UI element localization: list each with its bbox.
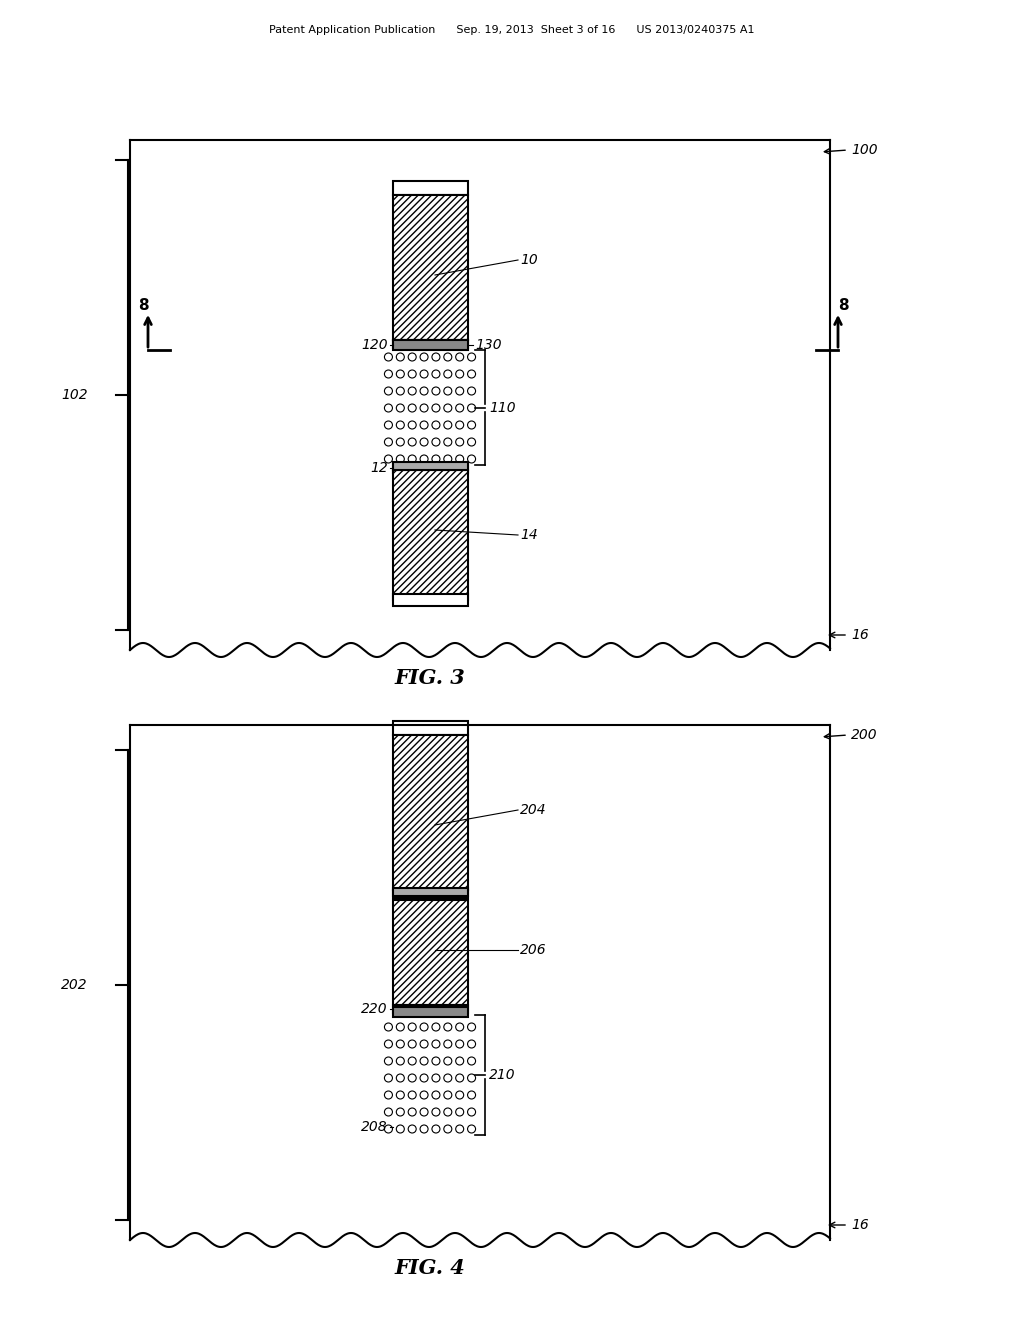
Bar — [393, 1005, 468, 1012]
Bar — [393, 721, 468, 735]
Bar — [393, 341, 468, 348]
Text: 210: 210 — [489, 1068, 516, 1082]
Bar — [393, 890, 468, 898]
Text: 100: 100 — [851, 143, 878, 157]
Text: FIG. 4: FIG. 4 — [394, 1258, 465, 1278]
Text: 14: 14 — [520, 528, 538, 543]
Text: 202: 202 — [61, 978, 88, 993]
Text: 130: 130 — [475, 338, 502, 352]
Text: 16: 16 — [851, 628, 868, 642]
Bar — [393, 1007, 468, 1016]
Bar — [393, 463, 468, 473]
Bar — [393, 470, 468, 601]
Bar — [393, 195, 468, 341]
Bar — [393, 341, 468, 350]
Bar — [393, 594, 468, 606]
Bar — [393, 735, 468, 890]
Text: FIG. 3: FIG. 3 — [394, 668, 465, 688]
Bar — [393, 888, 468, 896]
Text: 200: 200 — [851, 729, 878, 742]
Text: 8: 8 — [137, 297, 148, 313]
Text: 220: 220 — [361, 1002, 388, 1016]
Bar — [393, 462, 468, 470]
Text: 8: 8 — [838, 297, 848, 313]
Text: 110: 110 — [489, 400, 516, 414]
Text: 12: 12 — [371, 461, 388, 475]
Text: 10: 10 — [520, 253, 538, 267]
Text: 206: 206 — [520, 942, 547, 957]
Bar — [393, 181, 468, 195]
Bar — [393, 900, 468, 1005]
Text: 120: 120 — [361, 338, 388, 352]
Text: 208: 208 — [361, 1119, 388, 1134]
Text: 204: 204 — [520, 803, 547, 817]
Text: 102: 102 — [61, 388, 88, 403]
Text: 16: 16 — [851, 1218, 868, 1232]
Text: Patent Application Publication      Sep. 19, 2013  Sheet 3 of 16      US 2013/02: Patent Application Publication Sep. 19, … — [269, 25, 755, 36]
